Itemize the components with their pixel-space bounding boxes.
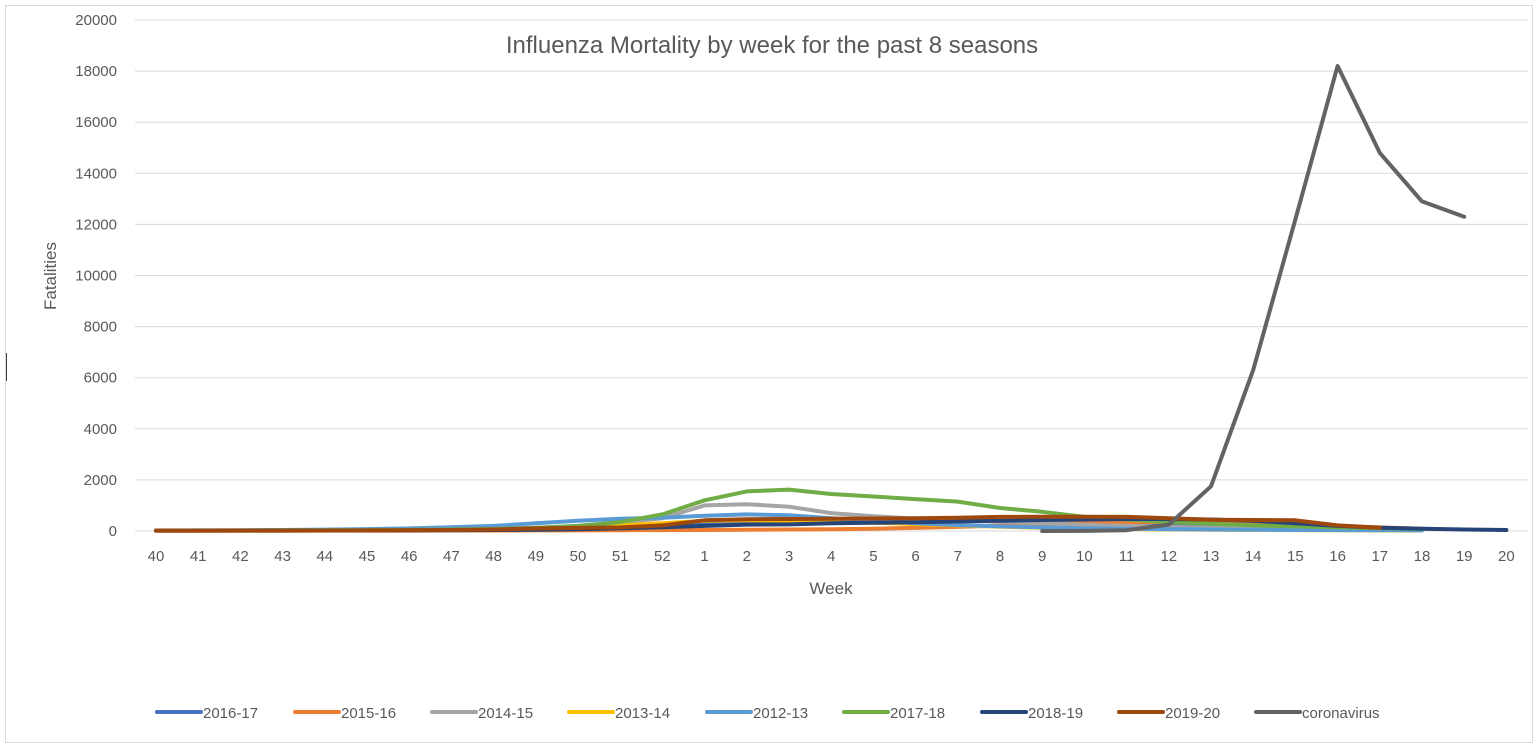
- y-tick-label: 8000: [84, 319, 117, 336]
- legend-label-2014-15: 2014-15: [478, 705, 533, 722]
- x-tick-label: 45: [359, 548, 376, 565]
- y-tick-label: 18000: [75, 63, 117, 80]
- y-tick-label: 16000: [75, 114, 117, 131]
- y-tick-label: 20000: [75, 12, 117, 29]
- x-tick-label: 15: [1287, 548, 1304, 565]
- x-tick-label: 13: [1203, 548, 1220, 565]
- edge-marker: [6, 353, 7, 381]
- y-tick-label: 2000: [84, 472, 117, 489]
- legend-label-2012-13: 2012-13: [753, 705, 808, 722]
- series-line-coronavirus: [1040, 64, 1467, 533]
- gridlines: [135, 19, 1528, 532]
- x-tick-label: 17: [1371, 548, 1388, 565]
- y-tick-label: 6000: [84, 370, 117, 387]
- x-tick-label: 48: [485, 548, 502, 565]
- y-tick-label: 10000: [75, 268, 117, 285]
- x-tick-label: 47: [443, 548, 460, 565]
- x-tick-labels: 40 41 42 43 44 45 46 47 48 49 50 51 52 1 2 3 4 5 6 7 8 9 10 11 1…: [148, 548, 1515, 565]
- legend-label-2017-18: 2017-18: [890, 705, 945, 722]
- y-tick-label: 14000: [75, 165, 117, 182]
- x-tick-label: 9: [1038, 548, 1046, 565]
- x-tick-label: 5: [869, 548, 877, 565]
- x-tick-label: 6: [911, 548, 919, 565]
- legend-label-2019-20: 2019-20: [1165, 705, 1220, 722]
- x-tick-label: 20: [1498, 548, 1515, 565]
- x-tick-label: 40: [148, 548, 165, 565]
- legend-label-2016-17: 2016-17: [203, 705, 258, 722]
- x-tick-label: 51: [612, 548, 629, 565]
- x-tick-label: 3: [785, 548, 793, 565]
- chart-area: [5, 5, 1533, 743]
- x-tick-label: 49: [527, 548, 544, 565]
- y-axis-title: Fatalities: [41, 242, 60, 310]
- x-tick-label: 44: [316, 548, 333, 565]
- x-tick-label: 50: [570, 548, 587, 565]
- x-tick-label: 10: [1076, 548, 1093, 565]
- y-tick-label: 0: [109, 523, 117, 540]
- y-tick-label: 12000: [75, 216, 117, 233]
- x-tick-label: 12: [1160, 548, 1177, 565]
- y-tick-label: 4000: [84, 421, 117, 438]
- x-tick-label: 14: [1245, 548, 1262, 565]
- y-tick-labels: 0 2000 4000 6000 8000 10000 12000 14000 16000 180…: [75, 12, 117, 540]
- x-tick-label: 11: [1119, 548, 1135, 565]
- series-lines: [154, 64, 1509, 533]
- x-tick-label: 1: [700, 548, 708, 565]
- x-tick-label: 7: [954, 548, 962, 565]
- x-tick-label: 2: [743, 548, 751, 565]
- x-tick-label: 8: [996, 548, 1004, 565]
- x-tick-label: 16: [1329, 548, 1346, 565]
- legend: 2016-17 2015-16 2014-15 2013-14 2012-13 2017-…: [155, 705, 1380, 722]
- x-axis-title: Week: [809, 579, 853, 598]
- x-tick-label: 52: [654, 548, 671, 565]
- legend-label-2018-19: 2018-19: [1028, 705, 1083, 722]
- x-tick-label: 43: [274, 548, 291, 565]
- x-tick-label: 18: [1414, 548, 1431, 565]
- chart-title: Influenza Mortality by week for the past…: [506, 32, 1038, 59]
- legend-label-coronavirus: coronavirus: [1302, 705, 1380, 722]
- legend-label-2015-16: 2015-16: [341, 705, 396, 722]
- x-tick-label: 4: [827, 548, 835, 565]
- x-tick-label: 46: [401, 548, 418, 565]
- legend-label-2013-14: 2013-14: [615, 705, 670, 722]
- x-tick-label: 19: [1456, 548, 1473, 565]
- x-tick-label: 42: [232, 548, 249, 565]
- x-tick-label: 41: [190, 548, 207, 565]
